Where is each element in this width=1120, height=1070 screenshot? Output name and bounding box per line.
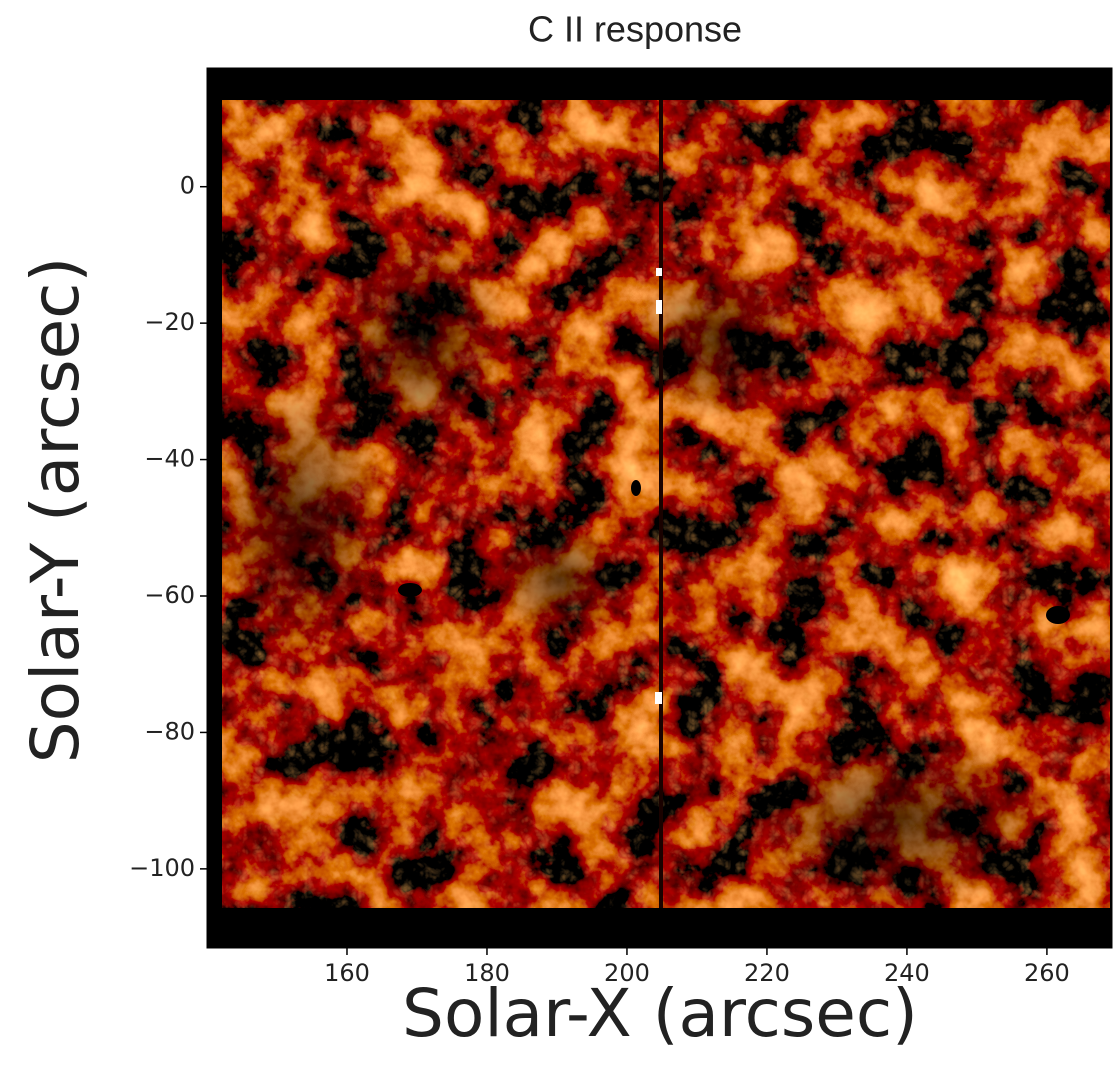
bright-spot — [656, 300, 662, 314]
dark-region — [740, 730, 1060, 910]
y-tick-label: −60 — [144, 581, 195, 609]
chart-title: C II response — [528, 9, 742, 50]
x-tick-label: 180 — [464, 959, 510, 987]
slit-line — [659, 100, 663, 908]
bright-spot — [656, 268, 662, 276]
x-tick-label: 200 — [604, 959, 650, 987]
saturated-spot — [944, 144, 972, 156]
x-tick-label: 220 — [744, 959, 790, 987]
y-tick-label: −20 — [144, 308, 195, 336]
saturated-spot — [1046, 606, 1070, 624]
x-tick-label: 160 — [324, 959, 370, 987]
y-tick-label: −80 — [144, 717, 195, 745]
bright-spot — [655, 692, 662, 704]
saturated-spot — [398, 583, 422, 597]
x-tick-label: 260 — [1024, 959, 1070, 987]
y-axis-label: Solar-Y (arcsec) — [17, 257, 94, 763]
x-tick-label: 240 — [884, 959, 930, 987]
y-tick-label: −40 — [144, 445, 195, 473]
dark-region — [490, 520, 630, 640]
y-tick-label: 0 — [180, 172, 195, 200]
y-tick-label: −100 — [129, 854, 195, 882]
dark-region — [630, 260, 810, 420]
saturated-spot — [631, 480, 641, 496]
solar-image — [210, 100, 1110, 910]
chart: C II response Solar-X (arcsec) Solar-Y (… — [0, 0, 1120, 1070]
dark-region — [210, 380, 390, 660]
